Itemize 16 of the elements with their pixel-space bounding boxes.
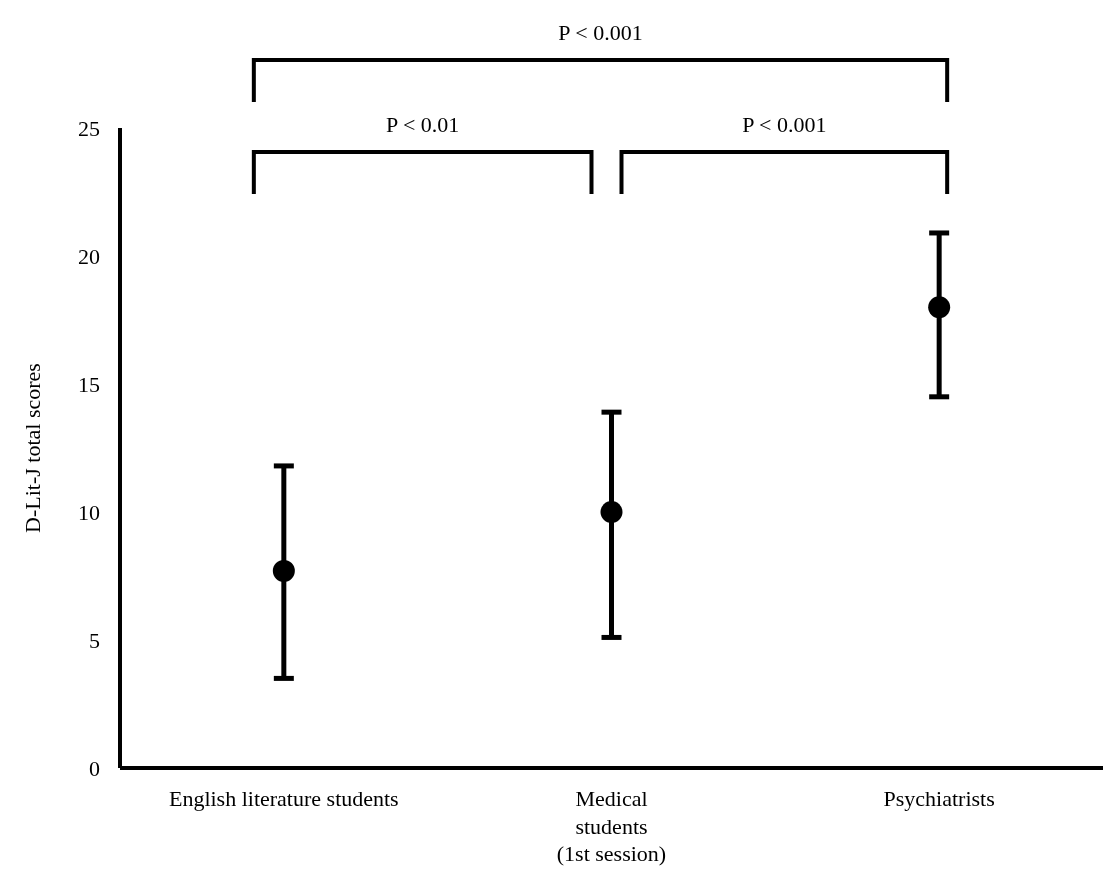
point: [272, 559, 295, 582]
y-tick-label: 0: [89, 755, 100, 781]
y-tick-label: 25: [78, 115, 100, 141]
x-tick-label: Medical students (1st session): [556, 786, 667, 866]
text: P < 0.001: [558, 20, 643, 45]
y-tick-label: 20: [78, 243, 100, 269]
y-tick-label: 15: [78, 371, 100, 397]
point: [600, 501, 623, 523]
annotation: P < 0.01: [386, 112, 460, 137]
y-tick-label: 10: [78, 499, 100, 525]
x-tick-label: Psychiatrists: [883, 786, 995, 811]
y-tick-label: 5: [89, 627, 100, 653]
annotation: P < 0.001: [742, 112, 827, 137]
x-tick-label: English literature students: [168, 786, 399, 811]
y-axis-title: D-Lit-J total scores: [19, 363, 45, 533]
point: [928, 296, 951, 319]
